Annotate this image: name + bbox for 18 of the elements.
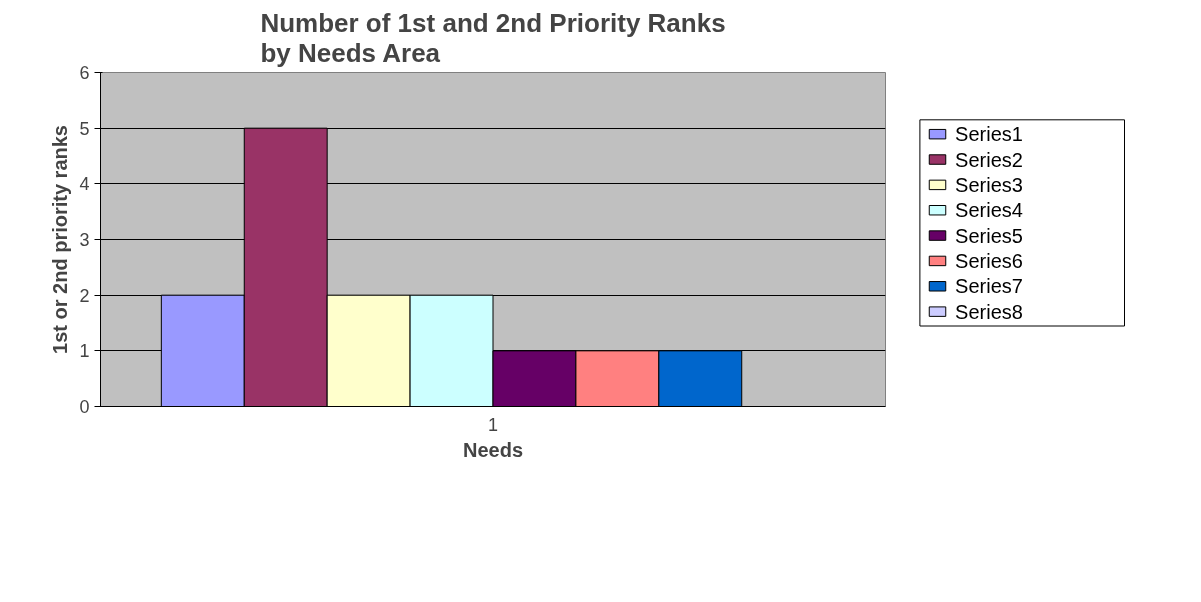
y-tick-label: 4	[79, 174, 90, 195]
legend-label: Series4	[955, 199, 1023, 222]
legend-label: Series2	[955, 148, 1023, 171]
chart-title: Number of 1st and 2nd Priority Ranks by Needs Area	[260, 7, 726, 68]
y-tick-label: 3	[79, 230, 90, 250]
legend-label: Series8	[955, 300, 1023, 323]
y-axis-title: 1st or 2nd priority ranks	[49, 125, 72, 354]
legend-label: Series6	[955, 249, 1023, 272]
y-tick-label: 6	[79, 63, 90, 83]
y-tick-label: 0	[79, 397, 90, 417]
legend-label: Series1	[955, 123, 1023, 146]
legend-label: Series5	[955, 224, 1023, 247]
y-tick-label: 1	[79, 341, 90, 362]
legend-label: Series3	[955, 173, 1023, 196]
y-tick-label: 5	[79, 118, 90, 139]
legend-label: Series7	[955, 275, 1023, 298]
x-axis-title: Needs	[462, 438, 524, 461]
y-tick-label: 2	[79, 285, 90, 306]
